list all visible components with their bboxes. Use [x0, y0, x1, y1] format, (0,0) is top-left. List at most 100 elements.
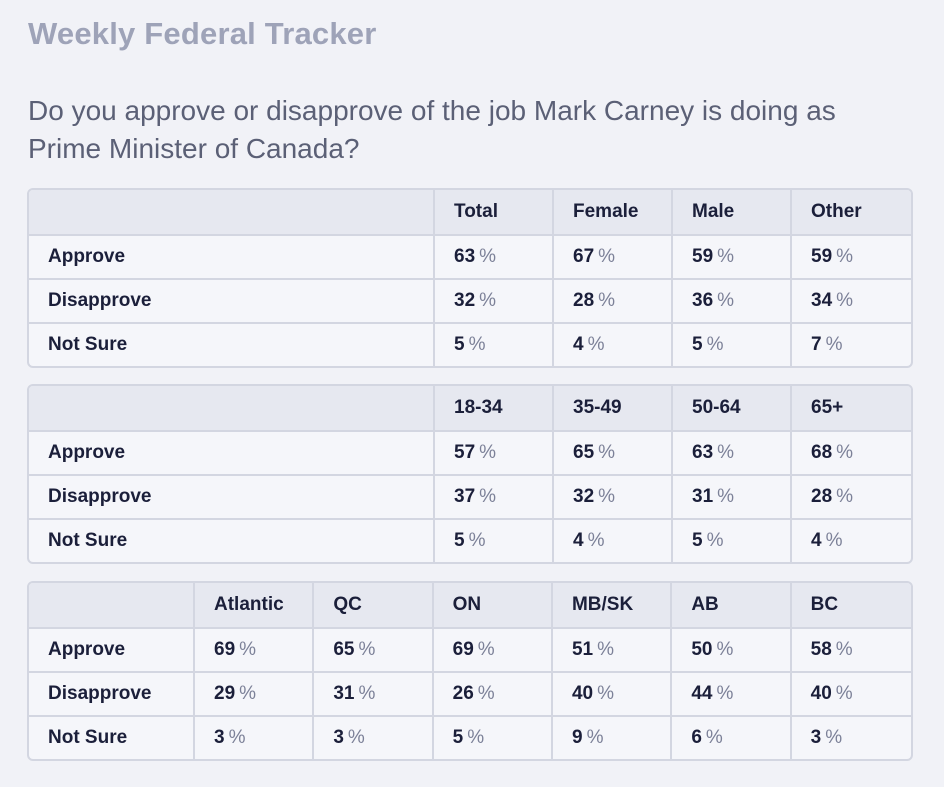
value-cell: 59% — [792, 236, 911, 280]
percent-sign: % — [717, 290, 735, 311]
cell-value: 28 — [811, 486, 833, 507]
column-header: MB/SK — [552, 583, 673, 629]
percent-sign: % — [836, 290, 854, 311]
cell-value: 50 — [691, 639, 713, 660]
percent-sign: % — [479, 486, 497, 507]
value-cell: 34% — [792, 280, 911, 324]
column-header: 50-64 — [673, 386, 792, 432]
percent-sign: % — [586, 727, 604, 748]
cell-value: 40 — [571, 683, 594, 704]
percent-sign: % — [239, 639, 257, 660]
percent-sign: % — [477, 639, 495, 660]
page-title: Weekly Federal Tracker — [28, 16, 377, 51]
percent-sign: % — [717, 486, 735, 507]
percent-sign: % — [598, 290, 616, 311]
value-cell: 59% — [673, 236, 792, 280]
value-cell: 3% — [195, 717, 315, 759]
cell-value: 26 — [452, 683, 474, 704]
value-cell: 3% — [792, 717, 911, 759]
row-label: Not Sure — [29, 717, 195, 759]
percent-sign: % — [587, 530, 605, 551]
table-region: Atlantic QC ON MB/SK AB BC Approve 69% 65% 69% 51… — [27, 581, 913, 761]
value-cell: 68% — [792, 432, 911, 476]
column-header: ON — [433, 583, 553, 629]
percent-sign: % — [835, 639, 853, 660]
cell-value: 5 — [692, 530, 703, 551]
percent-sign: % — [358, 639, 376, 660]
header-corner-cell — [29, 386, 435, 432]
header-corner-cell — [29, 583, 195, 629]
value-cell: 5% — [435, 324, 554, 366]
cell-value: 32 — [454, 290, 476, 311]
row-label: Disapprove — [29, 476, 435, 520]
cell-value: 9 — [571, 727, 583, 748]
value-cell: 32% — [435, 280, 554, 324]
cell-value: 68 — [811, 442, 833, 463]
table-row: Disapprove 32% 28% 36% 34% — [29, 280, 911, 324]
value-cell: 63% — [673, 432, 792, 476]
value-cell: 4% — [792, 520, 911, 562]
value-cell: 28% — [554, 280, 673, 324]
cell-value: 63 — [454, 246, 476, 267]
value-cell: 4% — [554, 324, 673, 366]
cell-value: 51 — [571, 639, 594, 660]
row-label: Approve — [29, 629, 195, 673]
table-row: Not Sure 5% 4% 5% 7% — [29, 324, 911, 366]
percent-sign: % — [228, 727, 246, 748]
table-gender: Total Female Male Other Approve 63% 67% 59% 59%… — [27, 188, 913, 368]
value-cell: 69% — [195, 629, 315, 673]
cell-value: 4 — [573, 334, 584, 355]
cell-value: 67 — [573, 246, 595, 267]
percent-sign: % — [835, 683, 853, 704]
value-cell: 69% — [433, 629, 553, 673]
column-header: QC — [314, 583, 434, 629]
cell-value: 3 — [214, 727, 225, 748]
percent-sign: % — [836, 246, 854, 267]
value-cell: 3% — [314, 717, 434, 759]
cell-value: 4 — [811, 530, 822, 551]
percent-sign: % — [598, 442, 616, 463]
column-header: Male — [673, 190, 792, 236]
percent-sign: % — [706, 334, 724, 355]
value-cell: 37% — [435, 476, 554, 520]
header-row: Atlantic QC ON MB/SK AB BC — [29, 583, 911, 629]
cell-value: 31 — [692, 486, 714, 507]
column-header: 35-49 — [554, 386, 673, 432]
percent-sign: % — [717, 246, 735, 267]
value-cell: 5% — [673, 324, 792, 366]
percent-sign: % — [479, 442, 497, 463]
column-header: AB — [672, 583, 792, 629]
value-cell: 5% — [435, 520, 554, 562]
row-label: Not Sure — [29, 520, 435, 562]
percent-sign: % — [468, 334, 486, 355]
table-row: Approve 69% 65% 69% 51% 50% 58% — [29, 629, 911, 673]
header-row: 18-34 35-49 50-64 65+ — [29, 386, 911, 432]
column-header: Atlantic — [195, 583, 315, 629]
table-row: Disapprove 37% 32% 31% 28% — [29, 476, 911, 520]
cell-value: 40 — [810, 683, 832, 704]
value-cell: 51% — [552, 629, 673, 673]
value-cell: 57% — [435, 432, 554, 476]
percent-sign: % — [598, 486, 616, 507]
percent-sign: % — [467, 727, 485, 748]
cell-value: 5 — [454, 530, 465, 551]
column-header: Other — [792, 190, 911, 236]
percent-sign: % — [716, 639, 734, 660]
percent-sign: % — [598, 246, 616, 267]
row-label: Disapprove — [29, 673, 195, 717]
percent-sign: % — [597, 639, 615, 660]
percent-sign: % — [358, 683, 376, 704]
column-header: BC — [791, 583, 911, 629]
cell-value: 37 — [454, 486, 476, 507]
value-cell: 36% — [673, 280, 792, 324]
value-cell: 5% — [434, 717, 553, 759]
cell-value: 3 — [333, 727, 344, 748]
percent-sign: % — [239, 683, 257, 704]
cell-value: 31 — [333, 683, 355, 704]
percent-sign: % — [479, 246, 497, 267]
cell-value: 5 — [692, 334, 703, 355]
table-row: Approve 63% 67% 59% 59% — [29, 236, 911, 280]
value-cell: 58% — [791, 629, 911, 673]
percent-sign: % — [825, 727, 843, 748]
table-row: Not Sure 5% 4% 5% 4% — [29, 520, 911, 562]
